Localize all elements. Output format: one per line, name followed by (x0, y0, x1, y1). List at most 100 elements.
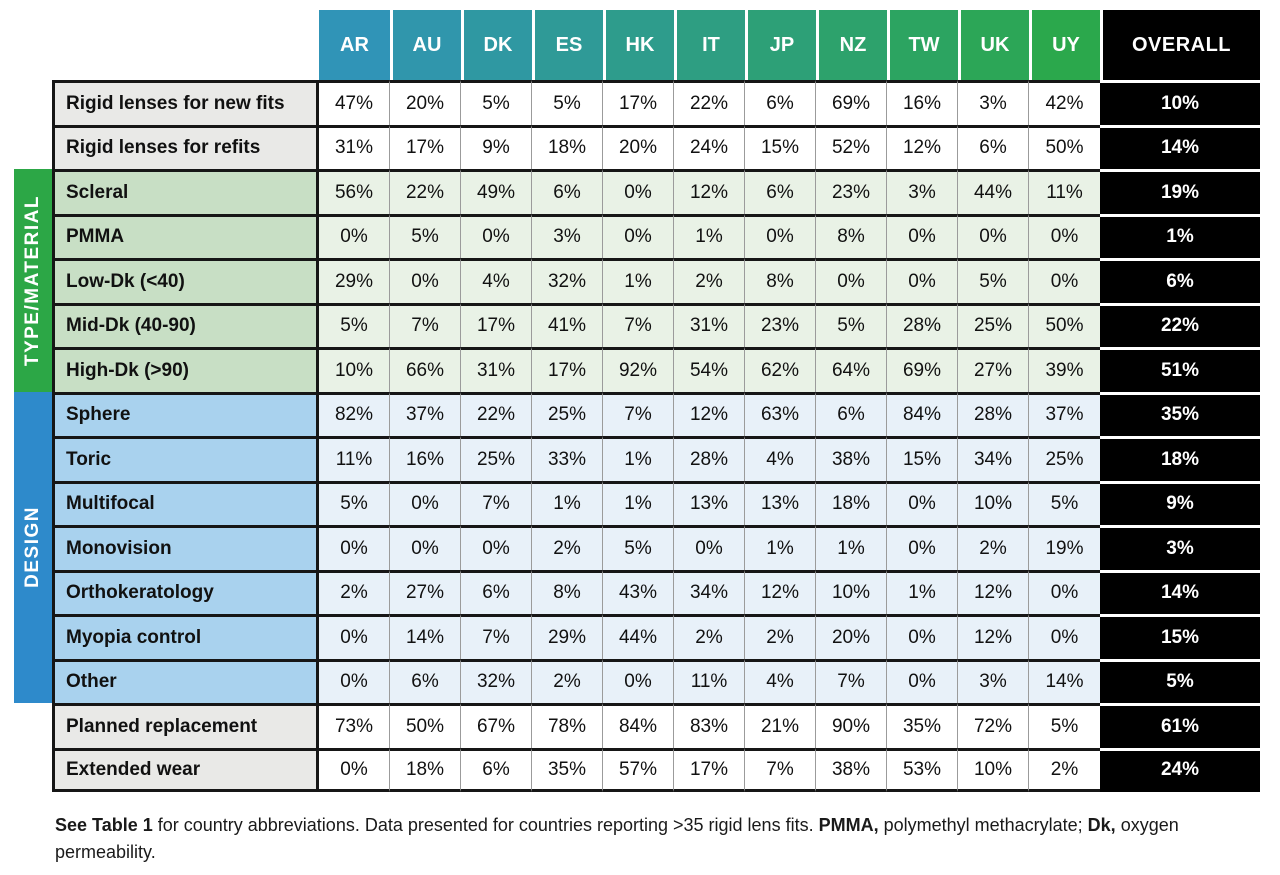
value-cell: 12% (958, 614, 1029, 659)
value-cell: 7% (461, 614, 532, 659)
overall-value-cell: 18% (1100, 436, 1260, 481)
row-label: Other (52, 658, 319, 703)
value-cell: 28% (674, 436, 745, 481)
row-label: Monovision (52, 525, 319, 570)
overall-column-header: OVERALL (1100, 10, 1260, 80)
value-cell: 5% (958, 258, 1029, 303)
value-cell: 0% (887, 258, 958, 303)
value-cell: 22% (674, 80, 745, 125)
value-cell: 0% (603, 213, 674, 258)
value-cell: 32% (532, 258, 603, 303)
value-cell: 2% (958, 525, 1029, 570)
value-cell: 38% (816, 747, 887, 792)
rigid-lens-data-table: OVERALL TYPE/MATERIAL DESIGN AR AU DK ES HK I… (14, 10, 1260, 792)
value-cell: 63% (745, 391, 816, 436)
value-cell: 1% (603, 480, 674, 525)
value-cell: 0% (745, 213, 816, 258)
value-cell: 83% (674, 703, 745, 748)
value-cell: 12% (674, 391, 745, 436)
overall-value-cell: 22% (1100, 302, 1260, 347)
value-cell: 11% (1029, 169, 1100, 214)
value-cell: 2% (745, 614, 816, 659)
value-cell: 7% (603, 391, 674, 436)
value-cell: 4% (745, 436, 816, 481)
value-cell: 64% (816, 347, 887, 392)
value-cell: 5% (1029, 480, 1100, 525)
value-cell: 13% (745, 480, 816, 525)
value-cell: 0% (887, 525, 958, 570)
value-cell: 4% (461, 258, 532, 303)
value-cell: 0% (887, 480, 958, 525)
col-header-hk: HK (603, 10, 674, 80)
overall-value-cell: 14% (1100, 569, 1260, 614)
value-cell: 5% (461, 80, 532, 125)
value-cell: 54% (674, 347, 745, 392)
value-cell: 29% (532, 614, 603, 659)
row-label: PMMA (52, 213, 319, 258)
value-cell: 0% (1029, 213, 1100, 258)
value-cell: 20% (603, 124, 674, 169)
value-cell: 57% (603, 747, 674, 792)
value-cell: 7% (603, 302, 674, 347)
value-cell: 69% (887, 347, 958, 392)
value-cell: 11% (319, 436, 390, 481)
value-cell: 2% (532, 658, 603, 703)
value-cell: 73% (319, 703, 390, 748)
value-cell: 1% (603, 436, 674, 481)
footnote-text: for country abbreviations. Data presente… (152, 815, 819, 835)
value-cell: 15% (887, 436, 958, 481)
overall-value-cell: 6% (1100, 258, 1260, 303)
col-header-uk: UK (958, 10, 1029, 80)
value-cell: 0% (319, 747, 390, 792)
value-cell: 38% (816, 436, 887, 481)
value-cell: 4% (745, 658, 816, 703)
value-cell: 66% (390, 347, 461, 392)
value-cell: 52% (816, 124, 887, 169)
value-cell: 42% (1029, 80, 1100, 125)
value-cell: 0% (390, 525, 461, 570)
value-cell: 27% (390, 569, 461, 614)
col-header-it: IT (674, 10, 745, 80)
value-cell: 23% (745, 302, 816, 347)
row-label: Orthokeratology (52, 569, 319, 614)
value-cell: 5% (390, 213, 461, 258)
value-cell: 25% (532, 391, 603, 436)
value-cell: 10% (958, 480, 1029, 525)
value-cell: 43% (603, 569, 674, 614)
footnote-text: polymethyl methacrylate; (878, 815, 1088, 835)
row-label: Extended wear (52, 747, 319, 792)
col-header-nz: NZ (816, 10, 887, 80)
col-header-tw: TW (887, 10, 958, 80)
value-cell: 5% (319, 480, 390, 525)
value-cell: 3% (532, 213, 603, 258)
footnote: See Table 1 for country abbreviations. D… (55, 812, 1255, 866)
value-cell: 56% (319, 169, 390, 214)
value-cell: 82% (319, 391, 390, 436)
overall-value-cell: 51% (1100, 347, 1260, 392)
overall-value-cell: 1% (1100, 213, 1260, 258)
value-cell: 9% (461, 124, 532, 169)
value-cell: 29% (319, 258, 390, 303)
col-header-es: ES (532, 10, 603, 80)
value-cell: 0% (390, 258, 461, 303)
footnote-bold-term: PMMA, (818, 815, 879, 835)
value-cell: 28% (958, 391, 1029, 436)
value-cell: 0% (390, 480, 461, 525)
value-cell: 10% (319, 347, 390, 392)
value-cell: 1% (603, 258, 674, 303)
value-cell: 17% (603, 80, 674, 125)
value-cell: 25% (958, 302, 1029, 347)
value-cell: 12% (958, 569, 1029, 614)
value-cell: 11% (674, 658, 745, 703)
value-cell: 34% (958, 436, 1029, 481)
value-cell: 5% (319, 302, 390, 347)
value-cell: 2% (674, 258, 745, 303)
value-cell: 31% (461, 347, 532, 392)
value-cell: 78% (532, 703, 603, 748)
value-cell: 3% (958, 80, 1029, 125)
value-cell: 1% (887, 569, 958, 614)
value-cell: 18% (390, 747, 461, 792)
overall-value-cell: 19% (1100, 169, 1260, 214)
value-cell: 44% (603, 614, 674, 659)
value-cell: 12% (745, 569, 816, 614)
